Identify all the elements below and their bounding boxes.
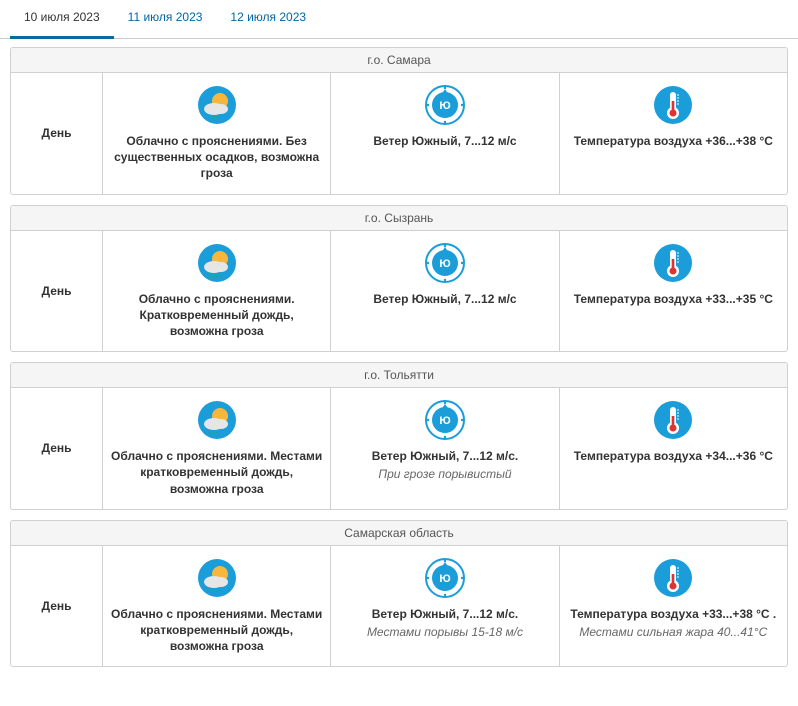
wind-direction-icon: Ю [425,400,465,440]
weather-text: Облачно с прояснениями. Без существенных… [111,133,322,182]
wind-text: Ветер Южный, 7...12 м/с [373,291,516,307]
wind-direction-icon: Ю [425,243,465,283]
daypart-label: День [11,231,103,352]
weather-text: Облачно с прояснениями. Кратковременный … [111,291,322,340]
wind-text: Ветер Южный, 7...12 м/с [373,133,516,149]
wind-text: Ветер Южный, 7...12 м/с. [372,448,519,464]
weather-cloudy-sun-icon [197,85,237,125]
wind-cell: Ю Ветер Южный, 7...12 м/с [331,73,559,194]
wind-subtext: При грозе порывистый [378,466,511,482]
thermometer-icon [653,243,693,283]
weather-cloudy-sun-icon [197,400,237,440]
daypart-label: День [11,388,103,509]
region-title: г.о. Сызрань [11,206,787,231]
weather-cloudy-sun-icon [197,558,237,598]
forecast-row: День Облачно с прояснениями. Кратковреме… [11,231,787,352]
weather-cell: Облачно с прояснениями. Местами кратковр… [103,388,331,509]
wind-direction-icon: Ю [425,85,465,125]
forecast-blocks: г.о. Самара День Облачно с прояснениями.… [0,39,798,689]
region-block: г.о. Тольятти День Облачно с прояснениям… [10,362,788,510]
temp-subtext: Местами сильная жара 40...41°С [579,624,767,640]
weather-cell: Облачно с прояснениями. Без существенных… [103,73,331,194]
weather-text: Облачно с прояснениями. Местами кратковр… [111,448,322,497]
daypart-label: День [11,546,103,667]
temp-cell: Температура воздуха +34...+36 °С [560,388,787,509]
temp-text: Температура воздуха +36...+38 °С [574,133,773,149]
tab-date[interactable]: 11 июля 2023 [114,0,217,39]
wind-cell: Ю Ветер Южный, 7...12 м/с. При грозе пор… [331,388,559,509]
region-block: г.о. Сызрань День Облачно с прояснениями… [10,205,788,353]
region-title: г.о. Самара [11,48,787,73]
temp-cell: Температура воздуха +33...+35 °С [560,231,787,352]
wind-cell: Ю Ветер Южный, 7...12 м/с. Местами порыв… [331,546,559,667]
thermometer-icon [653,558,693,598]
weather-cell: Облачно с прояснениями. Кратковременный … [103,231,331,352]
wind-direction-icon: Ю [425,558,465,598]
temp-text: Температура воздуха +33...+38 °С . [570,606,776,622]
wind-cell: Ю Ветер Южный, 7...12 м/с [331,231,559,352]
region-title: Самарская область [11,521,787,546]
tab-date[interactable]: 12 июля 2023 [216,0,320,39]
region-title: г.о. Тольятти [11,363,787,388]
weather-cell: Облачно с прояснениями. Местами кратковр… [103,546,331,667]
region-block: Самарская область День Облачно с проясне… [10,520,788,668]
temp-text: Температура воздуха +33...+35 °С [574,291,773,307]
svg-text:Ю: Ю [439,573,450,585]
daypart-label: День [11,73,103,194]
wind-subtext: Местами порывы 15-18 м/с [367,624,523,640]
forecast-row: День Облачно с прояснениями. Без существ… [11,73,787,194]
thermometer-icon [653,85,693,125]
temp-text: Температура воздуха +34...+36 °С [574,448,773,464]
wind-text: Ветер Южный, 7...12 м/с. [372,606,519,622]
svg-text:Ю: Ю [439,100,450,112]
svg-text:Ю: Ю [439,258,450,270]
thermometer-icon [653,400,693,440]
weather-text: Облачно с прояснениями. Местами кратковр… [111,606,322,655]
temp-cell: Температура воздуха +36...+38 °С [560,73,787,194]
tab-date[interactable]: 10 июля 2023 [10,0,114,39]
weather-cloudy-sun-icon [197,243,237,283]
temp-cell: Температура воздуха +33...+38 °С . Места… [560,546,787,667]
forecast-row: День Облачно с прояснениями. Местами кра… [11,546,787,667]
forecast-row: День Облачно с прояснениями. Местами кра… [11,388,787,509]
svg-text:Ю: Ю [439,415,450,427]
region-block: г.о. Самара День Облачно с прояснениями.… [10,47,788,195]
date-tabs: 10 июля 202311 июля 202312 июля 2023 [0,0,798,39]
